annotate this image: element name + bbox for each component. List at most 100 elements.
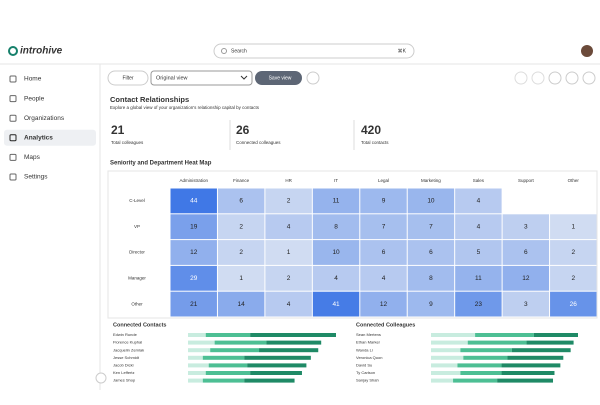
heatmap-cell <box>502 240 550 265</box>
list-name: Ethan Marker <box>356 340 381 345</box>
heatmap-cell <box>550 291 597 317</box>
nav-item[interactable]: Maps <box>24 154 41 161</box>
save-button[interactable] <box>255 71 302 85</box>
nav-icon <box>9 114 17 122</box>
heatmap-cell <box>502 214 550 240</box>
nav-item[interactable]: People <box>24 95 45 102</box>
heatmap-value: 10 <box>427 198 435 205</box>
bar-segment <box>244 355 311 360</box>
heatmap-row-label: Manager <box>128 275 146 280</box>
heatmap-cell <box>455 265 502 291</box>
avatar[interactable] <box>581 45 593 57</box>
heatmap-cell <box>312 214 360 240</box>
bar-segment <box>457 363 502 368</box>
heatmap-value: 11 <box>475 275 482 282</box>
search-placeholder: Search <box>231 48 247 54</box>
heatmap-cell <box>502 291 550 317</box>
heatmap-value: 6 <box>429 249 433 256</box>
heatmap-value: 21 <box>190 301 198 308</box>
nav-icon <box>9 173 17 181</box>
bar-segment <box>431 371 461 375</box>
colleagues-title: Connected Colleagues <box>356 322 415 328</box>
nav-item[interactable]: Home <box>24 76 42 83</box>
heatmap-value: 1 <box>239 275 243 282</box>
heatmap-value: 10 <box>332 249 340 256</box>
heatmap-column: Finance <box>233 178 250 183</box>
nav-active-bg <box>4 129 96 146</box>
bar-segment <box>250 371 302 375</box>
nav-item[interactable]: Settings <box>24 174 48 181</box>
heatmap-cell <box>217 240 265 265</box>
nav-item[interactable]: Organizations <box>24 115 65 122</box>
heatmap-cell <box>170 265 217 291</box>
stat-value: 21 <box>111 123 125 137</box>
logo-icon <box>8 46 18 56</box>
bar-segment <box>266 340 322 345</box>
nav-icon <box>9 75 17 83</box>
settings-button[interactable] <box>306 71 320 85</box>
list-name: Ken Leffertz <box>113 370 135 375</box>
bar-segment <box>460 371 502 375</box>
heatmap-value: 14 <box>238 301 246 308</box>
search-box[interactable] <box>213 43 415 59</box>
bar-segment <box>247 363 307 368</box>
heatmap-value: 23 <box>475 301 483 308</box>
select-caret <box>240 75 248 80</box>
heatmap-cell <box>265 265 312 291</box>
list-name: Veronica Quon <box>356 355 382 360</box>
heatmap-value: 2 <box>287 275 291 282</box>
heatmap-column: Marketing <box>421 178 441 183</box>
list-name: Wanda Li <box>356 347 373 352</box>
bar-segment <box>431 333 476 337</box>
stat-label: Connected colleagues <box>236 140 281 145</box>
heatmap-value: 12 <box>380 301 388 308</box>
collapse-button[interactable] <box>95 372 107 384</box>
bar-segment <box>202 355 245 360</box>
heatmap-cell <box>407 214 455 240</box>
nav-icon <box>9 153 17 161</box>
heatmap-value: 4 <box>287 301 291 308</box>
heatmap-cell <box>265 240 312 265</box>
heatmap-cell <box>550 240 597 265</box>
nav-icon <box>9 134 17 142</box>
bar-segment <box>259 348 319 353</box>
heatmap-title: Seniority and Department Heat Map <box>110 161 212 167</box>
heatmap-value: 6 <box>239 198 243 205</box>
bar-segment <box>467 340 527 345</box>
heatmap-value: 1 <box>287 249 291 256</box>
nav-item[interactable]: Analytics <box>24 135 53 142</box>
bar-segment <box>188 340 215 345</box>
heatmap-cell <box>170 214 217 240</box>
bar-segment <box>205 333 251 337</box>
heatmap-value: 1 <box>571 223 575 230</box>
heatmap-cell <box>170 291 217 317</box>
bar-segment <box>188 355 203 360</box>
heatmap-value: 8 <box>334 223 338 230</box>
heatmap-cell <box>217 291 265 317</box>
heatmap-value: 8 <box>429 275 433 282</box>
heatmap-value: 6 <box>524 249 528 256</box>
heatmap-cell <box>407 291 455 317</box>
stat-label: Total colleagues <box>111 140 144 145</box>
heatmap-value: 12 <box>190 249 198 256</box>
heatmap-cell <box>312 188 360 214</box>
list-name: Ty Carlson <box>356 370 375 375</box>
filter-button[interactable] <box>107 70 149 86</box>
heatmap-cell <box>360 265 407 291</box>
bar-segment <box>214 340 267 345</box>
list-name: Sanjay Shah <box>356 378 379 383</box>
heatmap-value: 9 <box>429 301 433 308</box>
view-select[interactable] <box>150 70 253 86</box>
heatmap-cell <box>217 188 265 214</box>
nav-icon <box>9 95 17 103</box>
heatmap-value: 4 <box>382 275 386 282</box>
bar-segment <box>497 378 554 383</box>
bar-segment <box>202 378 245 383</box>
stat-value: 420 <box>361 123 381 137</box>
heatmap-cell <box>170 240 217 265</box>
heatmap-column: Administration <box>179 178 208 183</box>
list-name: Jacquelin Zemlak <box>113 347 144 352</box>
heatmap-value: 3 <box>524 223 528 230</box>
bar-segment <box>188 333 206 337</box>
